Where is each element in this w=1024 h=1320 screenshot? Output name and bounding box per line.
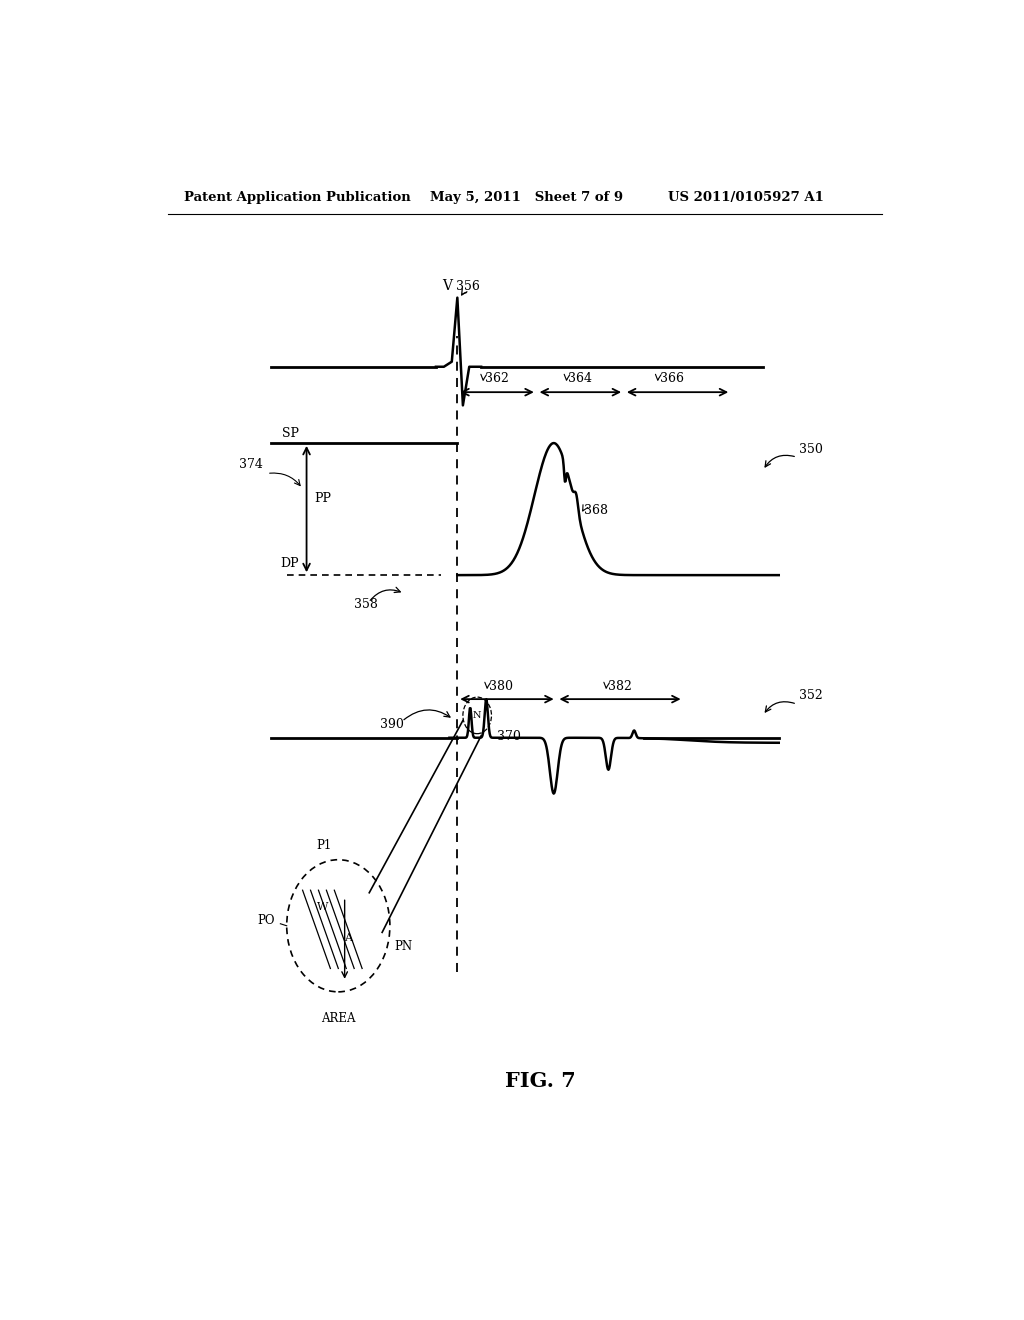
Text: SP: SP [282,426,299,440]
Text: W: W [316,903,328,912]
Text: PO: PO [257,915,274,927]
Text: 366: 366 [659,372,684,385]
Text: N: N [473,711,481,719]
Text: May 5, 2011   Sheet 7 of 9: May 5, 2011 Sheet 7 of 9 [430,190,623,203]
Text: AREA: AREA [322,1012,355,1026]
Text: 382: 382 [608,680,632,693]
Text: 370: 370 [497,730,521,743]
Text: PP: PP [314,492,332,506]
Text: V: V [441,279,452,293]
Text: 356: 356 [456,280,479,293]
Text: 364: 364 [568,372,593,385]
Text: 352: 352 [799,689,822,702]
Text: 380: 380 [489,680,513,693]
Text: 368: 368 [585,504,608,517]
Text: P1: P1 [316,838,332,851]
Text: A: A [344,933,352,942]
Text: 374: 374 [239,458,263,471]
Text: DP: DP [280,557,299,570]
Text: FIG. 7: FIG. 7 [505,1072,577,1092]
Text: US 2011/0105927 A1: US 2011/0105927 A1 [668,190,823,203]
Text: 362: 362 [485,372,509,385]
Text: Patent Application Publication: Patent Application Publication [183,190,411,203]
Text: 350: 350 [799,444,822,457]
Text: 358: 358 [354,598,378,611]
Text: PN: PN [394,940,412,953]
Text: 390: 390 [380,718,404,730]
